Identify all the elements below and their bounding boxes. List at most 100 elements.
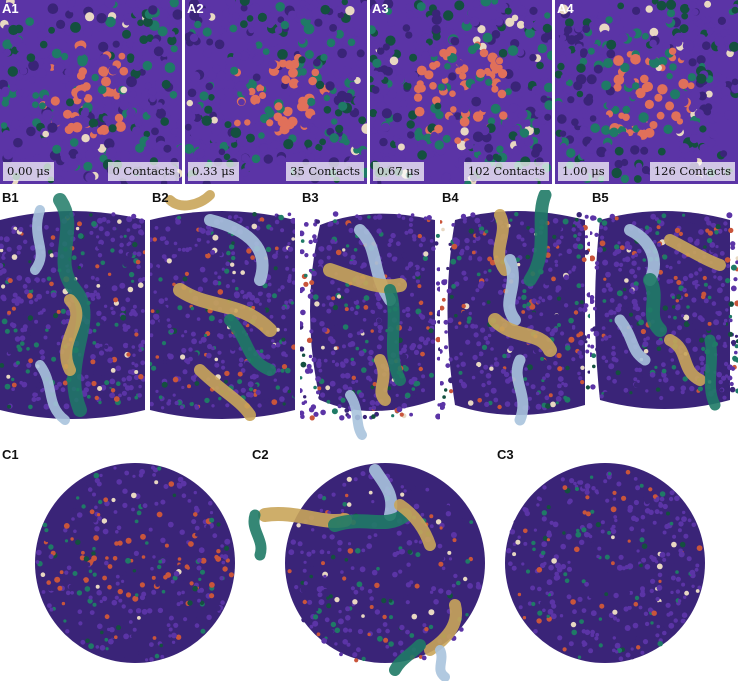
particle [447, 550, 452, 555]
particle [185, 313, 190, 319]
particle [688, 273, 694, 279]
particle [303, 9, 314, 20]
particle [249, 328, 254, 332]
particle [664, 523, 670, 530]
particle [80, 478, 87, 485]
particle [192, 138, 201, 146]
particle [695, 19, 705, 28]
particle [731, 6, 738, 14]
particle [576, 254, 581, 259]
particle [147, 87, 157, 97]
particle [338, 609, 342, 614]
particle [104, 637, 109, 642]
particle [451, 323, 456, 329]
particle [717, 287, 723, 294]
particle [477, 25, 486, 34]
particle [262, 5, 272, 15]
particle [166, 258, 172, 264]
particle [445, 511, 452, 517]
particle [633, 377, 638, 382]
particle [666, 511, 670, 516]
particle [5, 7, 15, 17]
particle [547, 608, 554, 615]
particle [56, 309, 61, 314]
particle [429, 62, 437, 70]
particle [323, 106, 332, 114]
particle [277, 16, 285, 24]
particle [177, 144, 182, 154]
particle [573, 0, 583, 9]
particle [235, 349, 242, 356]
particle [568, 324, 572, 329]
particle [513, 124, 521, 132]
particle [667, 572, 673, 578]
particle [7, 404, 12, 409]
particle [550, 613, 557, 620]
particle [656, 346, 662, 352]
particle [140, 100, 151, 110]
particle [590, 231, 593, 235]
particle [448, 72, 457, 81]
particle [437, 41, 446, 50]
particle [33, 342, 40, 348]
particle [109, 378, 116, 385]
particle [352, 652, 358, 658]
particle [403, 324, 409, 330]
particle [106, 219, 111, 224]
particle [344, 307, 349, 312]
particle [211, 346, 215, 351]
particle [99, 599, 104, 604]
particle [15, 360, 20, 365]
particle [48, 544, 54, 550]
particle [399, 624, 405, 631]
particle [57, 398, 63, 404]
particle [556, 239, 562, 245]
particle [611, 561, 615, 566]
particle [219, 576, 224, 581]
particle [680, 48, 691, 59]
particle [603, 479, 608, 484]
particle [171, 640, 176, 644]
particle [606, 375, 612, 381]
particle [659, 496, 665, 502]
particle [636, 549, 640, 553]
particle [538, 497, 542, 502]
particle [505, 353, 511, 359]
particle [584, 249, 590, 255]
particle [385, 628, 390, 634]
particle [317, 386, 322, 391]
particle [326, 255, 331, 260]
particle [691, 522, 697, 528]
particle [669, 385, 675, 392]
particle [132, 126, 142, 136]
particle [287, 212, 292, 217]
particle [705, 90, 713, 98]
particle [594, 636, 599, 641]
particle [70, 22, 81, 33]
particle [53, 313, 59, 319]
particle [280, 359, 285, 364]
particle [632, 6, 641, 15]
particle [123, 262, 128, 267]
particle [335, 6, 342, 14]
particle [119, 100, 130, 111]
particle [118, 393, 122, 398]
particle [157, 564, 162, 570]
particle [644, 499, 650, 505]
particle [181, 385, 185, 390]
particle [515, 345, 521, 352]
particle [633, 382, 639, 388]
particle [447, 28, 455, 36]
particle [14, 301, 20, 306]
particle [606, 101, 615, 110]
particle [119, 621, 124, 627]
particle [502, 283, 507, 289]
particle [402, 309, 406, 313]
particle [594, 489, 599, 494]
particle [519, 128, 530, 138]
particle [611, 535, 615, 540]
particle [548, 393, 553, 398]
particle [656, 219, 662, 224]
particle [340, 361, 345, 366]
particle [271, 339, 275, 343]
